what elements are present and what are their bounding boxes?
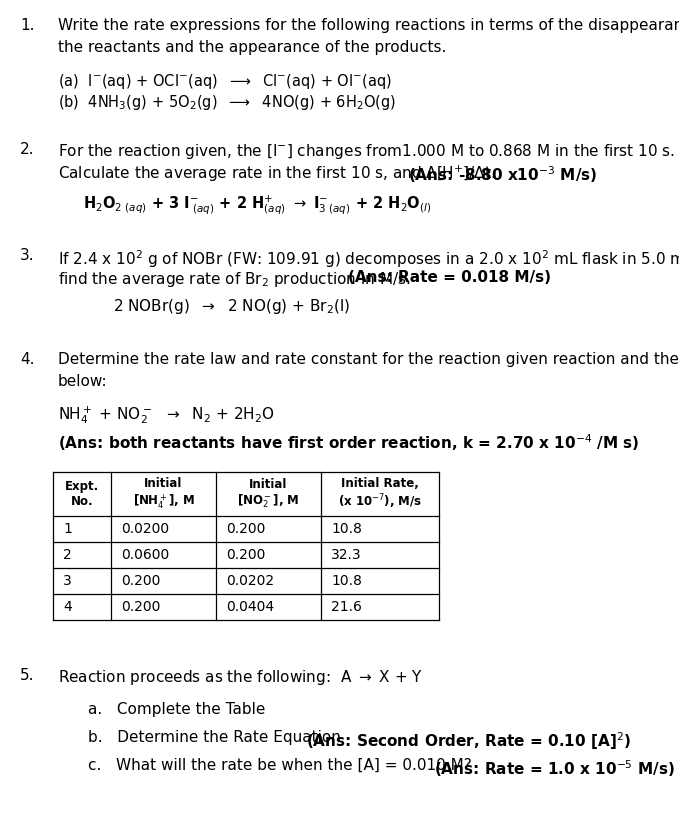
Text: 21.6: 21.6 [331, 600, 362, 614]
Text: the reactants and the appearance of the products.: the reactants and the appearance of the … [58, 40, 446, 55]
Text: Calculate the average rate in the first 10 s, and $\Delta$[H$^{+}$]/$\Delta$t.: Calculate the average rate in the first … [58, 164, 497, 184]
Text: 10.8: 10.8 [331, 574, 362, 588]
Text: Initial
[NO$_2^-$], M: Initial [NO$_2^-$], M [238, 478, 299, 511]
Text: 10.8: 10.8 [331, 522, 362, 536]
Text: 2.: 2. [20, 142, 35, 157]
Text: 0.0200: 0.0200 [121, 522, 169, 536]
Text: (Ans: Rate = 1.0 x 10$^{-5}$ M/s): (Ans: Rate = 1.0 x 10$^{-5}$ M/s) [434, 758, 675, 778]
Text: 5.: 5. [20, 668, 35, 683]
Text: 0.200: 0.200 [121, 574, 160, 588]
Text: 2: 2 [63, 548, 72, 562]
Text: below:: below: [58, 374, 108, 389]
Text: 0.0404: 0.0404 [226, 600, 274, 614]
Text: Determine the rate law and rate constant for the reaction given reaction and the: Determine the rate law and rate constant… [58, 352, 679, 367]
Text: 4.: 4. [20, 352, 35, 367]
Text: (Ans: -8.80 x10$^{-3}$ M/s): (Ans: -8.80 x10$^{-3}$ M/s) [408, 164, 598, 185]
Text: Reaction proceeds as the following:  A $\rightarrow$ X + Y: Reaction proceeds as the following: A $\… [58, 668, 423, 687]
Text: find the average rate of Br$_2$ production in M/s.: find the average rate of Br$_2$ producti… [58, 270, 417, 289]
Text: Initial
[NH$_4^+$], M: Initial [NH$_4^+$], M [132, 477, 194, 511]
Text: a.   Complete the Table: a. Complete the Table [88, 702, 265, 717]
Text: Expt.
No.: Expt. No. [65, 480, 99, 508]
Text: 0.0600: 0.0600 [121, 548, 169, 562]
Text: 32.3: 32.3 [331, 548, 362, 562]
Text: 4: 4 [63, 600, 72, 614]
Text: 3.: 3. [20, 248, 35, 263]
Text: 3: 3 [63, 574, 72, 588]
Text: NH$_4^+$ + NO$_2^-$  $\rightarrow$  N$_2$ + 2H$_2$O: NH$_4^+$ + NO$_2^-$ $\rightarrow$ N$_2$ … [58, 404, 275, 426]
Text: 1: 1 [63, 522, 72, 536]
Text: Initial Rate,
(x 10$^{-7}$), M/s: Initial Rate, (x 10$^{-7}$), M/s [338, 477, 422, 511]
Text: 0.200: 0.200 [226, 548, 265, 562]
Text: For the reaction given, the [I$^{-}$] changes from1.000 M to 0.868 M in the firs: For the reaction given, the [I$^{-}$] ch… [58, 142, 675, 161]
Text: 0.200: 0.200 [121, 600, 160, 614]
Text: 0.0202: 0.0202 [226, 574, 274, 588]
Text: (Ans: Rate = 0.018 M/s): (Ans: Rate = 0.018 M/s) [348, 270, 551, 285]
Text: c.   What will the rate be when the [A] = 0.010 M?: c. What will the rate be when the [A] = … [88, 758, 477, 773]
Text: (a)  I$^{-}$(aq) + OCl$^{-}$(aq)  $\longrightarrow$  Cl$^{-}$(aq) + Ol$^{-}$(aq): (a) I$^{-}$(aq) + OCl$^{-}$(aq) $\longri… [58, 72, 392, 91]
Text: 0.200: 0.200 [226, 522, 265, 536]
Text: H$_2$O$_{2\ (aq)}$ + 3 I$^{-}_{\ (aq)}$ + 2 H$^{+}_{(aq)}$ $\rightarrow$ I$_{3\ : H$_2$O$_{2\ (aq)}$ + 3 I$^{-}_{\ (aq)}$ … [83, 193, 432, 217]
Text: b.   Determine the Rate Equation: b. Determine the Rate Equation [88, 730, 346, 745]
Text: 2 NOBr(g)  $\rightarrow$  2 NO(g) + Br$_2$(l): 2 NOBr(g) $\rightarrow$ 2 NO(g) + Br$_2$… [113, 297, 350, 316]
Text: If 2.4 x 10$^2$ g of NOBr (FW: 109.91 g) decomposes in a 2.0 x 10$^2$ mL flask i: If 2.4 x 10$^2$ g of NOBr (FW: 109.91 g)… [58, 248, 679, 270]
Text: (Ans: Second Order, Rate = 0.10 [A]$^2$): (Ans: Second Order, Rate = 0.10 [A]$^2$) [306, 730, 631, 752]
Text: (Ans: both reactants have first order reaction, k = 2.70 x 10$^{-4}$ /M s): (Ans: both reactants have first order re… [58, 432, 640, 452]
Text: (b)  4NH$_{3}$(g) + 5O$_{2}$(g)  $\longrightarrow$  4NO(g) + 6H$_{2}$O(g): (b) 4NH$_{3}$(g) + 5O$_{2}$(g) $\longrig… [58, 93, 397, 112]
Text: Write the rate expressions for the following reactions in terms of the disappear: Write the rate expressions for the follo… [58, 18, 679, 33]
Text: 1.: 1. [20, 18, 35, 33]
